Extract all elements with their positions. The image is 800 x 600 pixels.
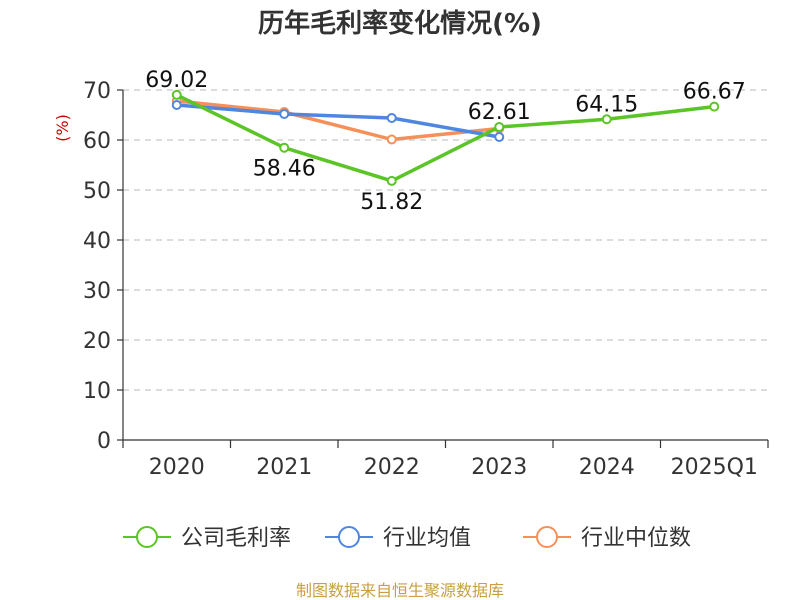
data-point	[279, 109, 290, 119]
legend-swatch-marker	[338, 526, 360, 548]
legend-item: 公司毛利率	[123, 526, 291, 551]
data-point	[386, 113, 397, 123]
chart-title: 历年毛利率变化情况(%)	[258, 8, 542, 39]
series-layer	[171, 89, 720, 186]
data-label: 58.46	[253, 157, 316, 182]
data-point	[386, 134, 397, 145]
legend: 公司毛利率 行业均值 行业中位数	[123, 526, 691, 551]
data-point	[601, 114, 612, 125]
axes: 0 10 20 30 40 50 60 70 2020 2021 2022 2023 2024 2025Q…	[83, 79, 769, 480]
y-tick-label: 20	[83, 329, 111, 354]
data-point	[171, 89, 182, 100]
data-point	[386, 175, 397, 186]
legend-label: 行业中位数	[581, 526, 691, 551]
data-labels: 69.02 58.46 51.82 62.61 64.15 66.67	[145, 68, 745, 215]
y-tick-label: 40	[83, 229, 111, 254]
x-tick-label: 2022	[364, 455, 420, 480]
data-point	[709, 101, 720, 112]
y-axis-label: (%)	[53, 114, 72, 142]
data-label: 51.82	[360, 190, 423, 215]
x-tick-label: 2024	[579, 455, 635, 480]
x-tick-label: 2020	[149, 455, 205, 480]
data-point	[494, 121, 505, 132]
data-label: 64.15	[575, 92, 638, 117]
data-label: 62.61	[468, 100, 531, 125]
legend-item: 行业中位数	[523, 526, 691, 551]
data-point	[279, 142, 290, 153]
series-line	[176, 99, 500, 142]
legend-swatch-marker	[536, 526, 558, 548]
y-tick-label: 0	[97, 429, 111, 454]
series-line	[175, 93, 715, 183]
y-tick-label: 50	[83, 179, 111, 204]
x-tick-label: 2021	[256, 455, 312, 480]
legend-swatch-marker	[136, 526, 158, 548]
legend-item: 行业均值	[325, 526, 471, 551]
data-point	[171, 100, 182, 110]
data-point	[494, 132, 505, 142]
legend-label: 公司毛利率	[181, 526, 291, 551]
data-label: 69.02	[145, 68, 208, 93]
x-tick-label: 2023	[471, 455, 527, 480]
y-tick-label: 60	[83, 129, 111, 154]
x-tick-label: 2025Q1	[671, 455, 758, 480]
y-tick-label: 30	[83, 279, 111, 304]
gridlines	[123, 89, 768, 391]
source-note: 制图数据来自恒生聚源数据库	[296, 581, 504, 600]
data-label: 66.67	[683, 80, 746, 105]
series-line	[176, 103, 500, 139]
y-tick-label: 10	[83, 379, 111, 404]
y-tick-label: 70	[83, 79, 111, 104]
legend-label: 行业均值	[383, 526, 471, 551]
